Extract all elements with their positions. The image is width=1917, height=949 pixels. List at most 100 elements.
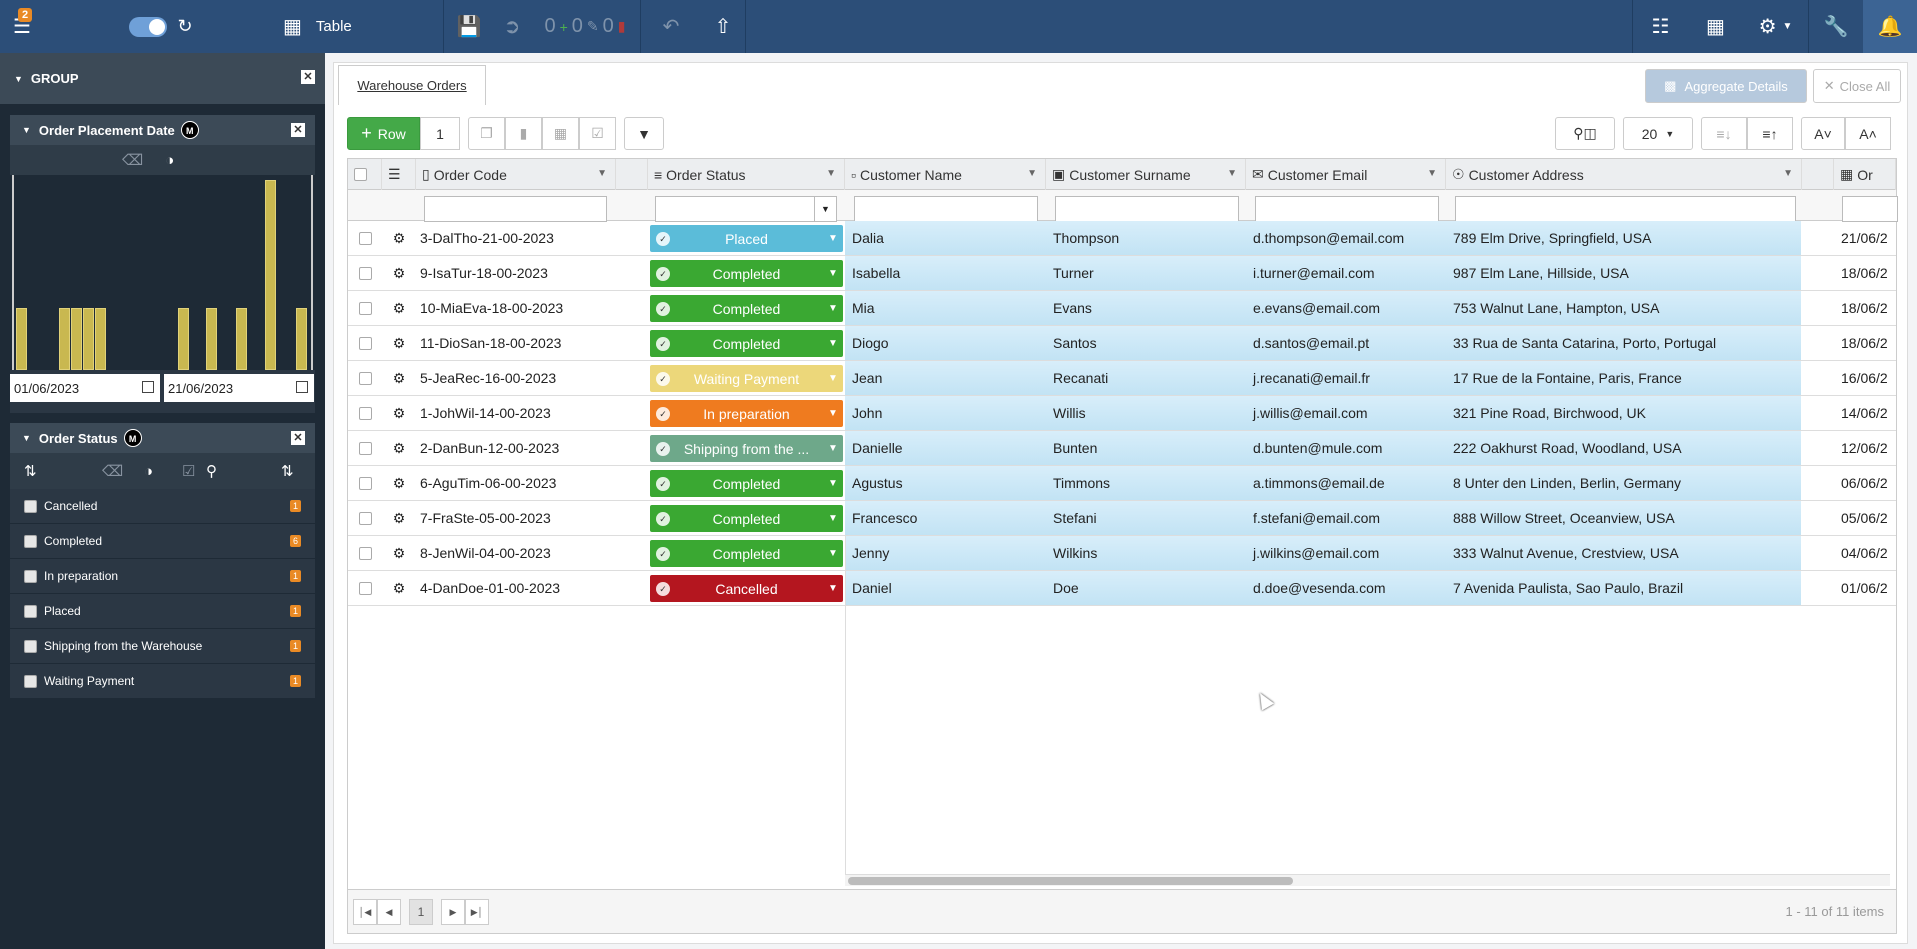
close-icon[interactable]: ✕ [301,70,315,84]
status-item-placed[interactable]: Placed 1 [10,594,315,629]
checkbox[interactable] [24,499,37,513]
order-date-cell[interactable]: 18/06/2 [1841,300,1888,316]
customer-name-cell[interactable]: Isabella [852,265,901,281]
font-increase-button[interactable]: A˄ [1845,117,1891,150]
chevron-down-icon[interactable]: ▼ [828,513,838,524]
sort-asc-icon[interactable]: ⇅ [24,463,37,480]
close-icon[interactable]: ✕ [291,431,305,445]
customer-address-cell[interactable]: 789 Elm Drive, Springfield, USA [1453,230,1652,246]
customer-surname-cell[interactable]: Stefani [1053,510,1097,526]
undo-button[interactable]: ↶ [641,0,701,53]
customer-email-cell[interactable]: j.wilkins@email.com [1253,545,1380,561]
order-code-cell[interactable]: 7-FraSte-05-00-2023 [420,510,551,526]
customer-email-cell[interactable]: j.recanati@email.fr [1253,370,1370,386]
customer-surname-cell[interactable]: Doe [1053,580,1079,596]
sort-desc-icon[interactable]: ⇅ [281,463,294,480]
customer-email-cell[interactable]: d.santos@email.pt [1253,335,1370,351]
row-checkbox[interactable] [358,546,372,560]
filter-button[interactable]: ▼ [624,117,664,150]
order-code-cell[interactable]: 9-IsaTur-18-00-2023 [420,265,548,281]
customer-email-cell[interactable]: i.turner@email.com [1253,265,1375,281]
actions-column[interactable]: ☰ [382,159,416,190]
order-code-cell[interactable]: 10-MiaEva-18-00-2023 [420,300,564,316]
customer-name-cell[interactable]: Danielle [852,440,903,456]
customer-name-cell[interactable]: John [852,405,883,421]
order-code-cell[interactable]: 1-JohWil-14-00-2023 [420,405,551,421]
status-pill[interactable]: ✓ Completed ▼ [650,540,843,567]
chevron-down-icon[interactable]: ▼ [1027,168,1037,179]
gear-icon[interactable]: ⚙ [392,579,406,596]
customer-email-filter[interactable] [1255,196,1439,222]
scrollbar-thumb[interactable] [848,877,1293,885]
order-date-cell[interactable]: 16/06/2 [1841,370,1888,386]
calendar-icon[interactable] [296,381,308,393]
chevron-down-icon[interactable]: ▼ [828,268,838,279]
chevron-down-icon[interactable]: ▼ [597,168,607,179]
mode-toggle[interactable] [129,16,167,37]
chevron-down-icon[interactable]: ▼ [828,233,838,244]
customer-email-cell[interactable]: a.timmons@email.de [1253,475,1385,491]
prev-page-button[interactable]: ◀ [377,899,401,925]
save-button[interactable]: 💾 [444,0,494,53]
column-customer-surname[interactable]: ▣ Customer Surname ▼ [1046,159,1246,190]
column-customer-address[interactable]: ☉ Customer Address ▼ [1446,159,1802,190]
row-select[interactable] [348,571,382,605]
order-date-cell[interactable]: 18/06/2 [1841,265,1888,281]
table-row[interactable]: ⚙ 3-DalTho-21-00-2023 ✓ Placed ▼ Dalia Thompso… [348,221,1896,256]
customer-name-cell[interactable]: Dalia [852,230,884,246]
date-histogram[interactable] [10,175,315,370]
row-select[interactable] [348,256,382,290]
customer-surname-filter[interactable] [1055,196,1239,222]
status-pill[interactable]: ✓ Shipping from the ... ▼ [650,435,843,462]
contrast-icon[interactable]: ◑ [144,462,154,480]
customer-name-cell[interactable]: Jean [852,370,883,386]
tools-button[interactable]: 🔧 [1809,0,1863,53]
gear-icon[interactable]: ⚙ [392,299,406,316]
chevron-down-icon[interactable]: ▼ [828,443,838,454]
select-all-checkbox[interactable] [354,168,367,181]
order-date-cell[interactable]: 18/06/2 [1841,335,1888,351]
status-item-completed[interactable]: Completed 6 [10,524,315,559]
checkbox[interactable] [24,534,37,548]
chevron-down-icon[interactable]: ▼ [1783,168,1793,179]
chevron-down-icon[interactable]: ▼ [828,408,838,419]
row-select[interactable] [348,501,382,535]
aggregate-details-button[interactable]: ▩ Aggregate Details [1645,69,1807,103]
customer-surname-cell[interactable]: Wilkins [1053,545,1098,561]
column-order-code[interactable]: ▯ Order Code ▼ [416,159,616,190]
customer-address-cell[interactable]: 17 Rue de la Fontaine, Paris, France [1453,370,1682,386]
status-item-shipping[interactable]: Shipping from the Warehouse 1 [10,629,315,664]
add-row-button[interactable]: + Row [347,117,420,150]
eraser-icon[interactable]: ⌫ [102,463,124,480]
row-select[interactable] [348,221,382,255]
range-handle-right[interactable] [311,175,313,370]
page-size-select[interactable]: 20 ▼ [1623,117,1693,150]
customer-email-cell[interactable]: d.thompson@email.com [1253,230,1405,246]
customer-email-cell[interactable]: d.doe@vesenda.com [1253,580,1386,596]
customer-address-cell[interactable]: 8 Unter den Linden, Berlin, Germany [1453,475,1682,491]
row-select[interactable] [348,396,382,430]
customer-name-cell[interactable]: Daniel [852,580,892,596]
table-row[interactable]: ⚙ 2-DanBun-12-00-2023 ✓ Shipping from the .… [348,431,1896,466]
close-all-button[interactable]: ✕ Close All [1813,69,1901,103]
customer-email-cell[interactable]: j.willis@email.com [1253,405,1368,421]
row-select[interactable] [348,291,382,325]
tab-warehouse-orders[interactable]: Warehouse Orders [338,65,486,105]
sort-up-button[interactable]: ≡↑ [1747,117,1793,150]
order-code-cell[interactable]: 8-JenWil-04-00-2023 [420,545,551,561]
customer-address-cell[interactable]: 321 Pine Road, Birchwood, UK [1453,405,1646,421]
horizontal-scrollbar[interactable] [845,874,1890,886]
search-columns-button[interactable]: ⚲◫ [1555,117,1615,150]
order-date-filter[interactable] [1842,196,1898,222]
order-code-cell[interactable]: 3-DalTho-21-00-2023 [420,230,554,246]
row-checkbox[interactable] [358,231,372,245]
status-item-waiting-payment[interactable]: Waiting Payment 1 [10,664,315,699]
chevron-down-icon[interactable]: ▼ [1227,168,1237,179]
customer-surname-cell[interactable]: Willis [1053,405,1086,421]
row-checkbox[interactable] [358,371,372,385]
status-pill[interactable]: ✓ Cancelled ▼ [650,575,843,602]
status-pill[interactable]: ✓ Completed ▼ [650,330,843,357]
customer-address-cell[interactable]: 888 Willow Street, Oceanview, USA [1453,510,1675,526]
customer-name-cell[interactable]: Agustus [852,475,903,491]
row-checkbox[interactable] [358,581,372,595]
